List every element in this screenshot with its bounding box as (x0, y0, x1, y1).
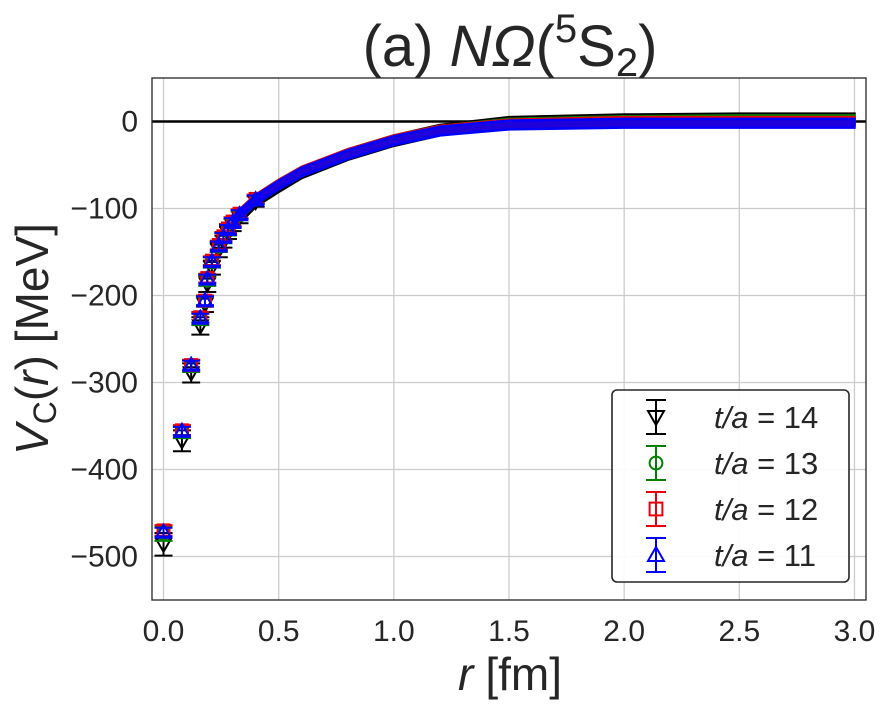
y-tick-label: 0 (121, 106, 138, 139)
x-axis-variable: r (458, 648, 475, 700)
data-point (230, 205, 249, 222)
title-state-letter: S (577, 14, 616, 79)
title-close-paren: ) (638, 14, 657, 79)
data-point (191, 308, 210, 325)
title-subscript: 2 (616, 41, 638, 85)
series-layer (154, 112, 856, 557)
title-system: NΩ (450, 14, 536, 79)
y-tick-label: −300 (70, 367, 138, 400)
error-bar (646, 445, 666, 481)
x-tick-label: 3.0 (834, 615, 876, 648)
title-open-paren: ( (536, 14, 555, 79)
data-point (202, 252, 222, 269)
y-axis-subscript: C (27, 401, 63, 424)
legend-entry: t/a = 13 (646, 445, 818, 481)
x-tick-label: 2.0 (603, 615, 645, 648)
y-tick-label: −500 (70, 541, 138, 574)
data-point (646, 544, 666, 562)
legend-entry: t/a = 14 (646, 399, 818, 435)
plot-frame (151, 77, 867, 601)
chart-title: (a) NΩ(5S2) (363, 7, 658, 85)
y-axis-close-paren: ) (6, 355, 58, 370)
dense-point-band (231, 115, 856, 230)
legend-label: t/a = 11 (714, 538, 816, 573)
x-tick-label: 1.0 (373, 615, 415, 648)
x-tick-label: 0.5 (258, 615, 300, 648)
legend: t/a = 14 t/a = 13 t/a = 12 t/a = 11 (611, 389, 850, 583)
data-point (648, 455, 664, 471)
data-point (198, 269, 217, 286)
y-axis-variable: V (6, 420, 58, 455)
legend-entry: t/a = 12 (646, 491, 818, 527)
legend-label: t/a = 12 (714, 492, 818, 527)
y-tick-label: −400 (70, 454, 138, 487)
data-point (209, 236, 229, 253)
title-prefix: (a) (363, 14, 450, 79)
data-point (195, 291, 215, 308)
data-point (223, 212, 242, 230)
x-tick-label: 0.0 (143, 615, 185, 648)
y-ticks: 0 −100 −200 −300 −400 −500 (70, 106, 138, 574)
legend-entry: t/a = 11 (646, 537, 816, 573)
data-point (181, 355, 201, 372)
x-axis-unit: [fm] (485, 648, 562, 700)
legend-label: t/a = 13 (714, 446, 818, 481)
data-point (154, 522, 173, 539)
y-axis-argument: r (6, 369, 58, 386)
data-point (646, 410, 666, 428)
x-ticks: 0.0 0.5 1.0 1.5 2.0 2.5 3.0 (143, 615, 876, 648)
dense-point-band (231, 117, 856, 231)
data-point (246, 190, 265, 207)
legend-label: t/a = 14 (714, 400, 818, 435)
error-bar (646, 399, 666, 435)
x-tick-label: 1.5 (488, 615, 530, 648)
y-tick-label: −100 (70, 193, 138, 226)
title-superscript: 5 (555, 7, 577, 51)
error-bar (646, 537, 666, 573)
y-axis-unit: [MeV] (6, 223, 58, 343)
y-tick-label: −200 (70, 280, 138, 313)
y-axis-label: VC(r) [MeV] (6, 223, 63, 455)
series-11 (154, 117, 856, 539)
data-point (214, 227, 233, 244)
x-tick-label: 2.5 (718, 615, 760, 648)
dense-point-band (231, 112, 856, 235)
error-bar (646, 491, 666, 527)
dense-point-band (231, 114, 856, 231)
legend-box (611, 389, 850, 583)
data-point (648, 501, 664, 517)
x-axis-label: r [fm] (458, 648, 562, 700)
data-point (172, 421, 192, 438)
y-axis-open-paren: ( (6, 385, 58, 401)
